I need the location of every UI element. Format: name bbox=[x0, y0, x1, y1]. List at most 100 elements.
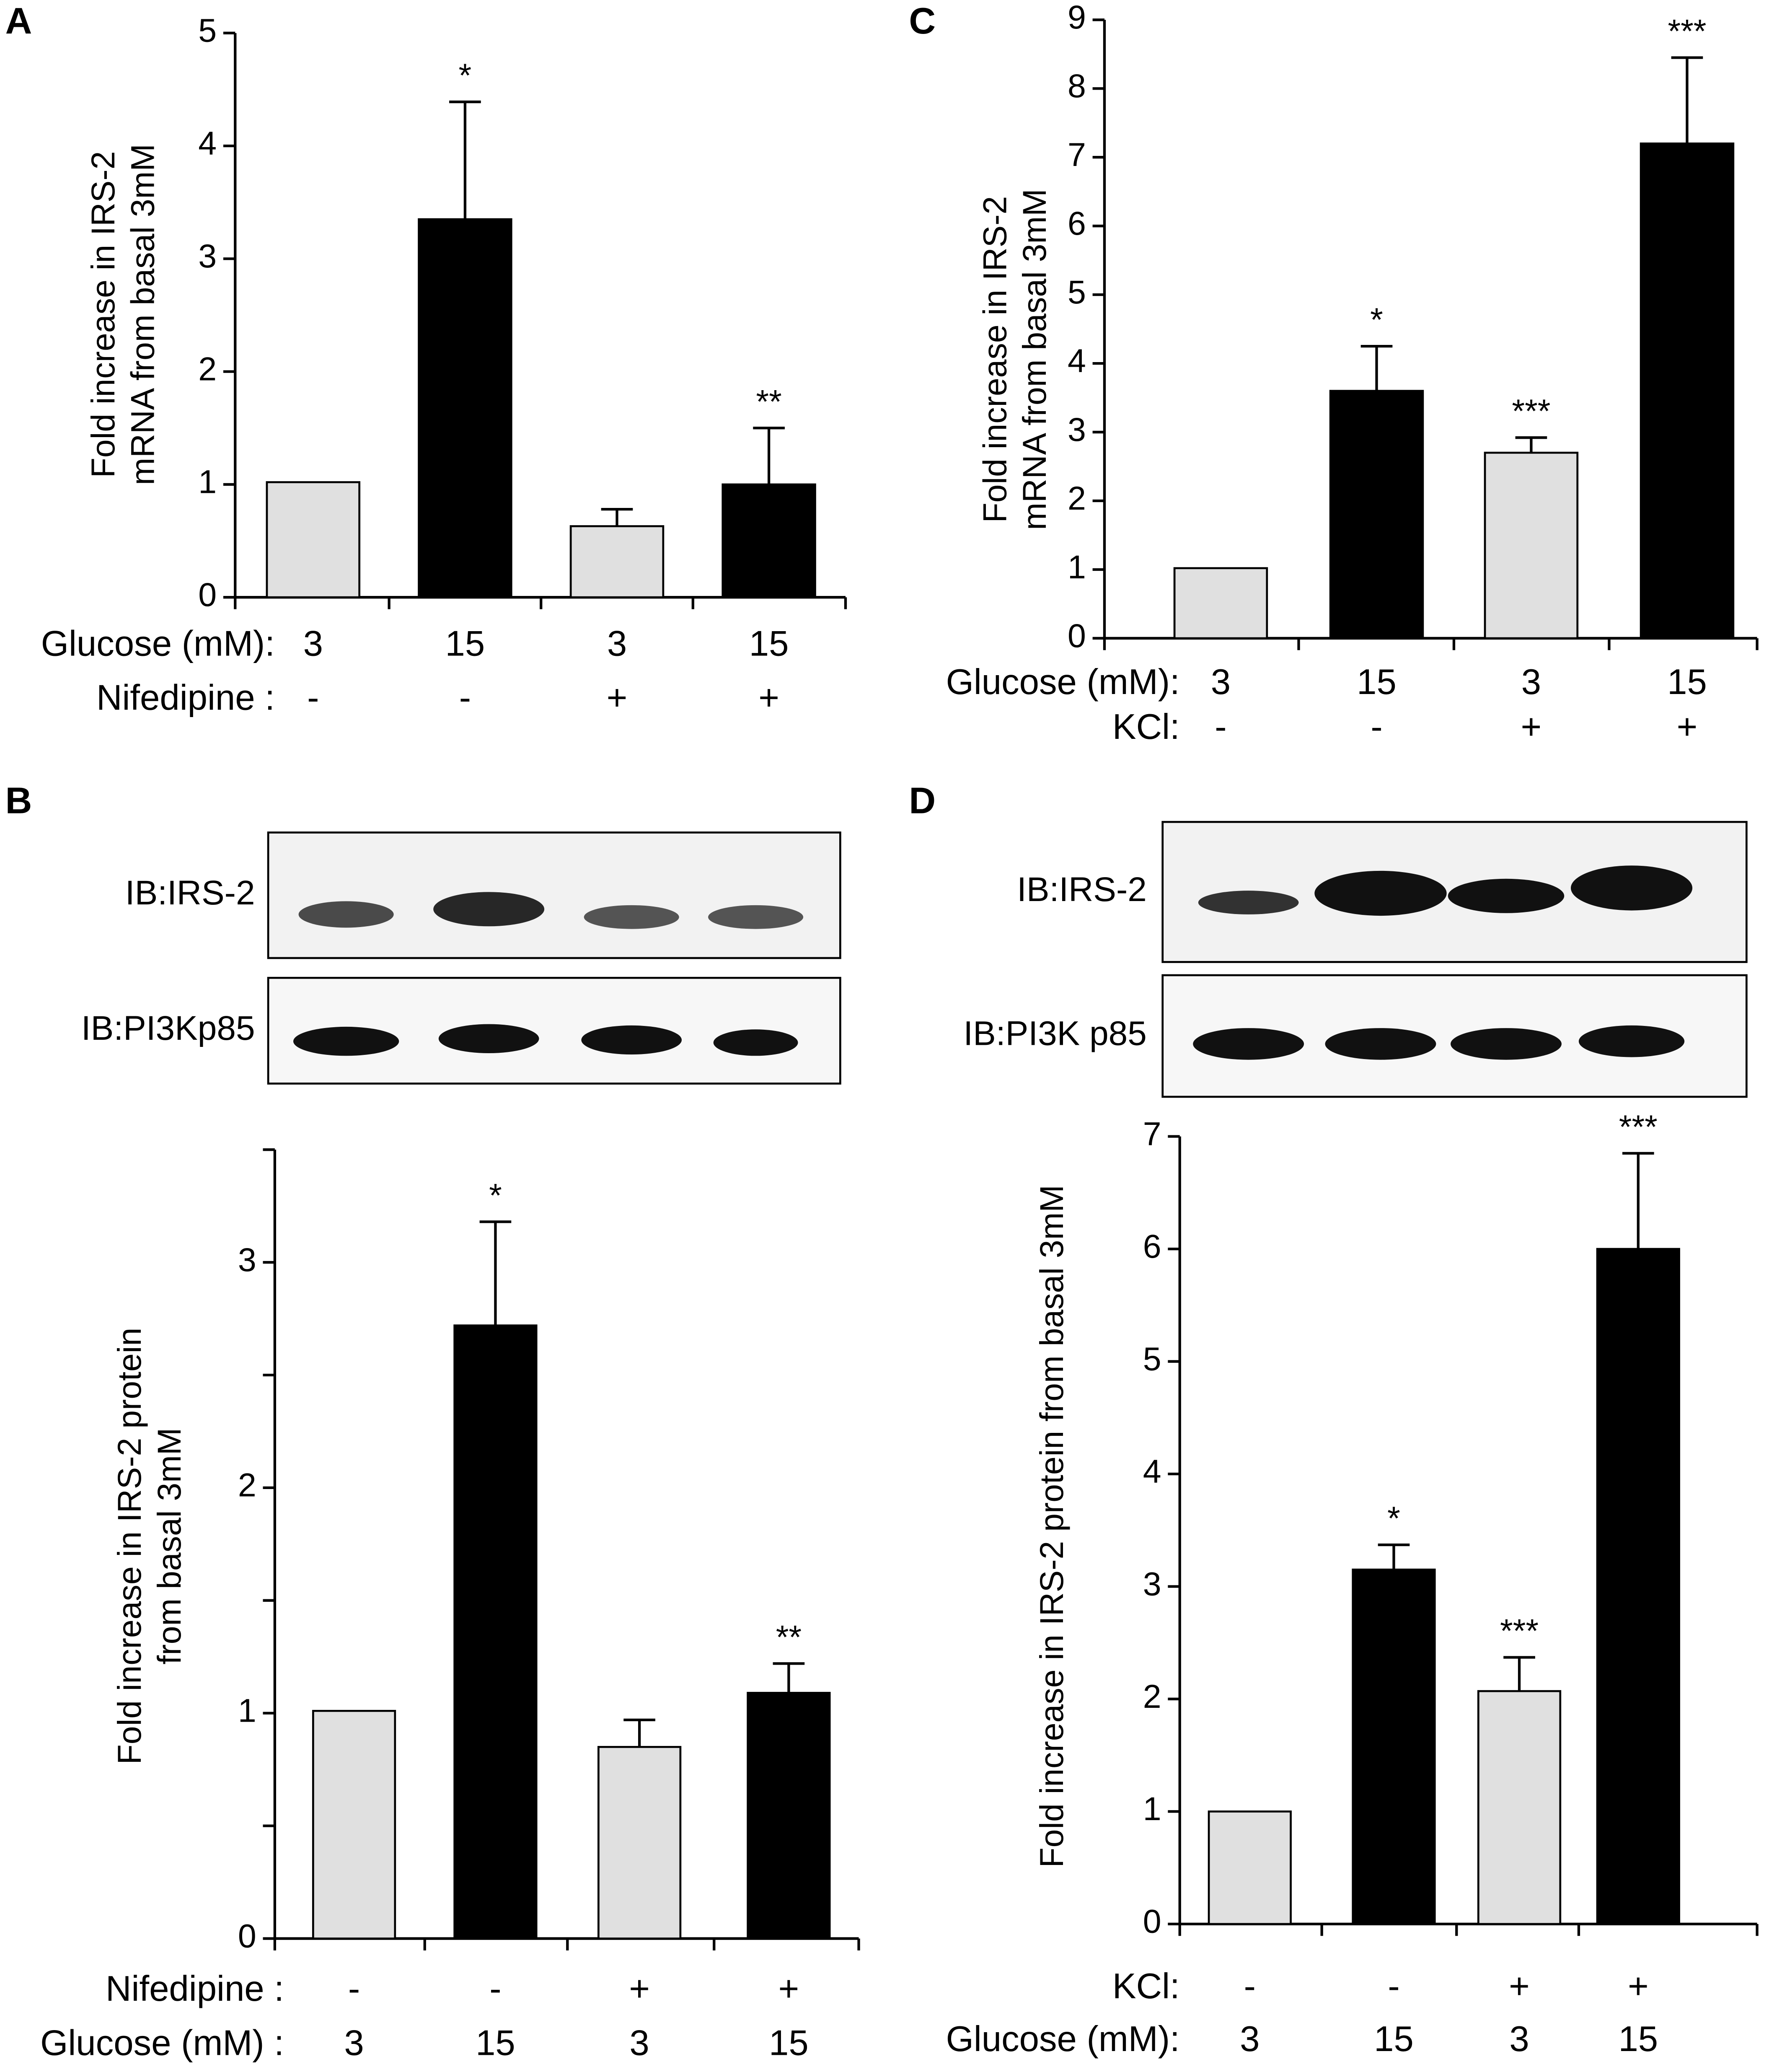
condition-value: - bbox=[1215, 707, 1226, 747]
condition-value: - bbox=[1371, 707, 1382, 747]
bar bbox=[1640, 142, 1735, 640]
blot-band bbox=[1193, 1028, 1304, 1060]
panel-letter: B bbox=[5, 780, 32, 821]
y-tick-label: 5 bbox=[198, 12, 217, 49]
condition-value: 3 bbox=[629, 2023, 649, 2063]
y-tick-label: 7 bbox=[1143, 1115, 1161, 1152]
condition-value: + bbox=[629, 1969, 650, 2009]
condition-value: + bbox=[778, 1969, 799, 2009]
blot-band bbox=[433, 892, 545, 927]
condition-value: 15 bbox=[1667, 662, 1707, 702]
condition-value: 15 bbox=[749, 624, 789, 663]
condition-value: 3 bbox=[1240, 2019, 1260, 2059]
y-tick-label: 6 bbox=[1143, 1228, 1161, 1265]
bar bbox=[1329, 390, 1424, 640]
condition-value: + bbox=[758, 678, 779, 718]
blot-label: IB:PI3K p85 bbox=[963, 1015, 1146, 1053]
condition-label: KCl: bbox=[1112, 1966, 1180, 2006]
blot-band bbox=[581, 1025, 682, 1055]
blot-band bbox=[293, 1026, 399, 1056]
bar bbox=[1477, 1690, 1562, 1925]
condition-value: - bbox=[307, 678, 319, 718]
y-tick-label: 3 bbox=[1143, 1565, 1161, 1602]
y-tick-label: 6 bbox=[1068, 205, 1086, 242]
blot-band bbox=[438, 1024, 539, 1053]
y-axis-label: Fold increase in IRS-2 bbox=[85, 151, 122, 478]
condition-value: - bbox=[1244, 1966, 1256, 2006]
y-tick-label: 1 bbox=[238, 1692, 256, 1729]
condition-label: Glucose (mM): bbox=[946, 2019, 1180, 2059]
y-tick-label: 3 bbox=[198, 238, 217, 275]
y-tick-label: 2 bbox=[1143, 1678, 1161, 1715]
condition-value: - bbox=[1388, 1966, 1399, 2006]
significance-label: *** bbox=[1619, 1109, 1658, 1145]
blot-band bbox=[1314, 870, 1447, 916]
blot-band bbox=[1451, 1028, 1562, 1060]
bar bbox=[1484, 451, 1579, 640]
y-tick-label: 7 bbox=[1068, 136, 1086, 173]
condition-label: KCl: bbox=[1112, 707, 1180, 747]
y-tick-label: 8 bbox=[1068, 67, 1086, 104]
significance-label: * bbox=[1370, 301, 1383, 338]
y-axis-label: Fold increase in IRS-2 bbox=[976, 196, 1013, 523]
y-tick-label: 5 bbox=[1143, 1340, 1161, 1377]
bar bbox=[453, 1324, 538, 1940]
significance-label: ** bbox=[776, 1619, 802, 1655]
y-tick-label: 3 bbox=[238, 1241, 256, 1278]
condition-value: 15 bbox=[1374, 2019, 1414, 2059]
condition-label: Glucose (mM): bbox=[946, 662, 1180, 702]
y-tick-label: 4 bbox=[1143, 1453, 1161, 1490]
blot-band bbox=[708, 905, 804, 929]
condition-value: 15 bbox=[476, 2023, 515, 2063]
condition-value: 3 bbox=[303, 624, 323, 663]
bar bbox=[1208, 1810, 1292, 1925]
condition-value: 15 bbox=[769, 2023, 809, 2063]
significance-label: *** bbox=[1668, 13, 1706, 50]
condition-value: + bbox=[1509, 1966, 1530, 2006]
condition-value: - bbox=[348, 1969, 360, 2009]
blot-band bbox=[298, 901, 394, 928]
condition-value: 3 bbox=[344, 2023, 364, 2063]
condition-value: 3 bbox=[1211, 662, 1231, 702]
condition-value: 15 bbox=[1618, 2019, 1658, 2059]
y-tick-label: 0 bbox=[238, 1917, 256, 1954]
y-tick-label: 5 bbox=[1068, 274, 1086, 311]
condition-value: 3 bbox=[607, 624, 627, 663]
blot-frame bbox=[267, 831, 841, 959]
condition-label: Nifedipine : bbox=[106, 1969, 284, 2009]
bar bbox=[747, 1691, 831, 1940]
y-tick-label: 4 bbox=[1068, 342, 1086, 379]
bar bbox=[312, 1709, 396, 1940]
blot-band bbox=[1571, 865, 1693, 911]
y-tick-label: 1 bbox=[198, 464, 217, 500]
y-tick-label: 1 bbox=[1143, 1790, 1161, 1827]
significance-label: *** bbox=[1500, 1613, 1539, 1650]
y-tick-label: 2 bbox=[198, 350, 217, 387]
bar bbox=[1596, 1248, 1680, 1925]
y-tick-label: 2 bbox=[238, 1467, 256, 1504]
y-axis-label: Fold increase in IRS-2 protein from basa… bbox=[1033, 1185, 1070, 1867]
condition-label: Glucose (mM): bbox=[41, 624, 275, 663]
y-axis-label: mRNA from basal 3mM bbox=[1016, 189, 1053, 530]
bar bbox=[1173, 567, 1268, 640]
bar bbox=[1352, 1568, 1436, 1925]
condition-value: + bbox=[607, 678, 628, 718]
y-axis-label: mRNA from basal 3mM bbox=[124, 144, 161, 485]
blot-label: IB:PI3Kp85 bbox=[81, 1009, 255, 1047]
blot-label: IB:IRS-2 bbox=[125, 874, 255, 912]
bar bbox=[597, 1746, 682, 1940]
panel-letter: A bbox=[5, 0, 32, 41]
y-tick-label: 9 bbox=[1068, 0, 1086, 36]
y-tick-label: 1 bbox=[1068, 549, 1086, 585]
blot-band bbox=[1448, 878, 1565, 913]
significance-label: ** bbox=[756, 383, 781, 420]
significance-label: * bbox=[489, 1177, 502, 1214]
condition-value: + bbox=[1677, 707, 1698, 747]
bar bbox=[569, 525, 665, 598]
condition-label: Nifedipine : bbox=[96, 678, 275, 718]
condition-value: 3 bbox=[1509, 2019, 1529, 2059]
significance-label: * bbox=[1387, 1500, 1400, 1537]
significance-label: * bbox=[459, 57, 472, 94]
condition-value: 15 bbox=[445, 624, 485, 663]
